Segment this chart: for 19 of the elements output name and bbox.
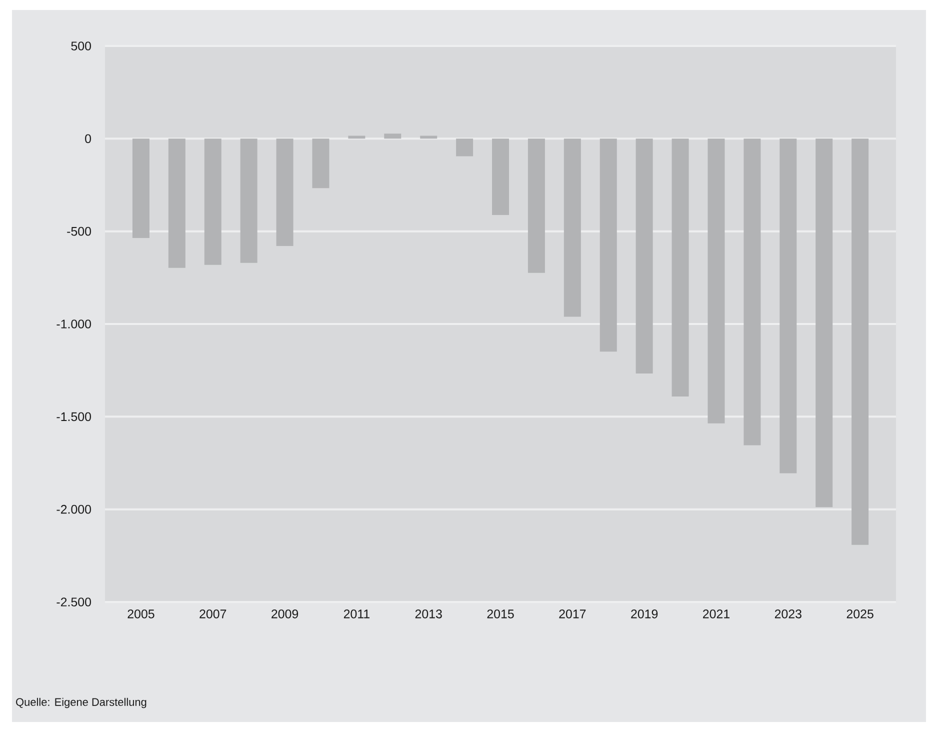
x-tick-label: 2019 <box>631 610 658 618</box>
y-tick-label: -500 <box>67 226 91 236</box>
y-tick-label: -2.500 <box>56 598 91 606</box>
y-tick-label: -1.500 <box>56 412 91 422</box>
x-tick-label: 2007 <box>200 610 226 618</box>
x-tick-label: 2017 <box>559 610 586 618</box>
source-note: Quelle: Eigene Darstellung <box>16 698 146 708</box>
y-tick-label: 500 <box>71 42 91 50</box>
y-tick-label: -1.000 <box>56 320 91 328</box>
x-tick-label: 2025 <box>846 610 874 618</box>
x-tick-label: 2021 <box>703 610 730 618</box>
x-tick-label: 2023 <box>774 610 802 618</box>
x-tick-label: 2011 <box>344 610 370 618</box>
x-tick-label: 2009 <box>272 610 298 618</box>
x-tick-label: 2013 <box>415 610 442 618</box>
y-tick-label: 0 <box>85 134 91 144</box>
y-tick-label: -2.000 <box>56 504 91 514</box>
x-tick-label: 2005 <box>128 610 154 618</box>
x-tick-label: 2015 <box>487 610 514 618</box>
